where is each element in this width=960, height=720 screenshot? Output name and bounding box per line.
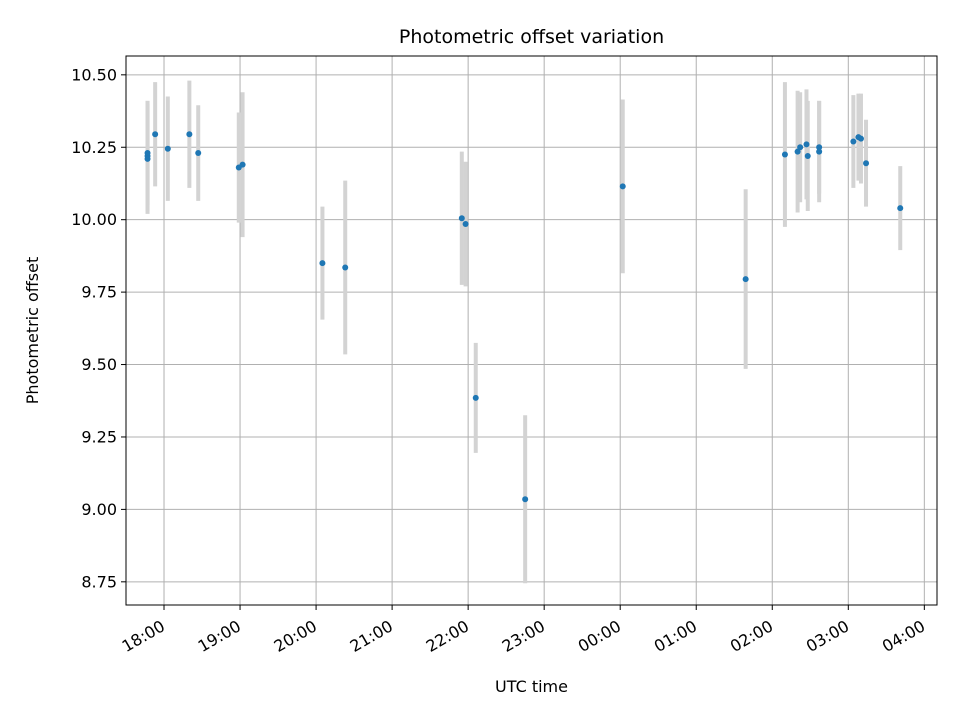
- data-point: [803, 141, 810, 148]
- data-point: [195, 150, 202, 157]
- data-point: [144, 150, 151, 157]
- data-point: [462, 221, 469, 228]
- data-point: [186, 131, 193, 138]
- y-tick-label: 9.00: [81, 500, 117, 519]
- data-point: [797, 144, 804, 151]
- x-tick-label: 23:00: [499, 616, 548, 656]
- data-point: [781, 151, 788, 158]
- data-point: [816, 144, 823, 151]
- x-tick-label: 04:00: [879, 616, 928, 656]
- data-point: [472, 394, 479, 401]
- x-axis-label: UTC time: [495, 677, 568, 696]
- y-tick-label: 8.75: [81, 572, 117, 591]
- data-point: [164, 145, 171, 152]
- x-tick-label: 21:00: [347, 616, 396, 656]
- data-point: [619, 183, 626, 190]
- x-tick-label: 18:00: [119, 616, 168, 656]
- chart-title: Photometric offset variation: [399, 26, 664, 48]
- x-tick-label: 22:00: [423, 616, 472, 656]
- data-point: [152, 131, 159, 138]
- y-axis-label: Photometric offset: [23, 257, 42, 405]
- data-point: [742, 276, 749, 283]
- data-point: [857, 135, 864, 142]
- x-tick-label: 00:00: [575, 616, 624, 656]
- y-tick-label: 9.50: [81, 355, 117, 374]
- y-tick-label: 9.25: [81, 427, 117, 446]
- x-axis: 18:00 19:00 20:00 21:00 22:00 23:00 00:00 01:00…: [119, 605, 928, 656]
- data-point: [850, 138, 857, 145]
- data-point: [144, 155, 151, 162]
- data-point: [342, 264, 349, 271]
- x-tick-label: 19:00: [195, 616, 244, 656]
- x-tick-label: 03:00: [803, 616, 852, 656]
- y-tick-label: 10.00: [71, 210, 117, 229]
- x-tick-label: 02:00: [727, 616, 776, 656]
- data-point: [816, 148, 823, 155]
- data-point: [522, 496, 529, 503]
- data-points: [144, 131, 904, 503]
- data-point: [804, 152, 811, 159]
- data-point: [458, 215, 465, 222]
- data-point: [863, 160, 870, 167]
- y-tick-label: 10.25: [71, 138, 117, 157]
- x-tick-label: 20:00: [271, 616, 320, 656]
- data-point: [319, 260, 326, 267]
- data-point: [897, 205, 904, 212]
- y-axis: 8.75 9.00 9.25 9.50 9.75 10.00 10.25 10.50: [71, 65, 126, 591]
- y-tick-label: 10.50: [71, 65, 117, 84]
- x-tick-label: 01:00: [651, 616, 700, 656]
- y-tick-label: 9.75: [81, 283, 117, 302]
- grid: [126, 56, 937, 605]
- data-point: [239, 161, 246, 168]
- data-point: [794, 148, 801, 155]
- plot-area-frame: [125, 55, 938, 606]
